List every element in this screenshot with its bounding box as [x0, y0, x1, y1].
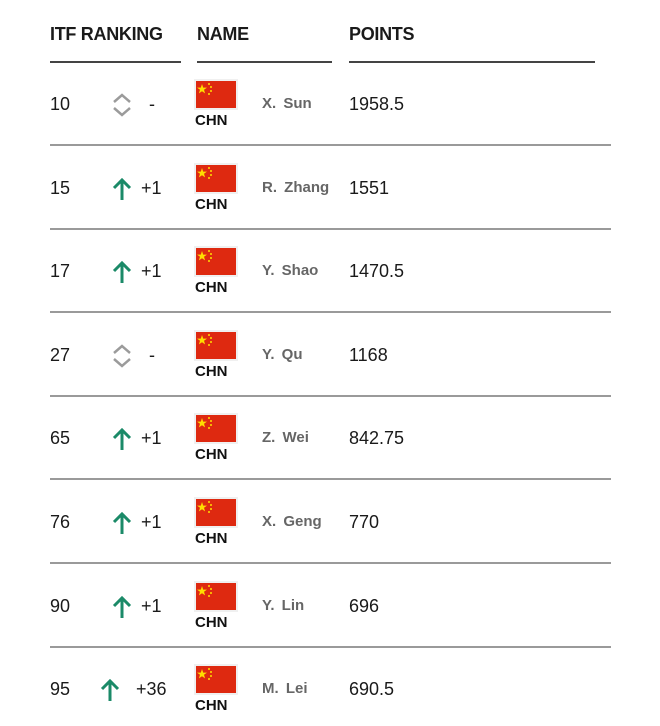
rank-change: +1: [141, 177, 162, 198]
header-itf-ranking[interactable]: ITF RANKING: [50, 24, 163, 44]
rank: 95: [50, 679, 71, 700]
arrow-up-icon: [110, 259, 134, 285]
rank: 90: [50, 595, 71, 616]
rank: 17: [50, 261, 71, 282]
header-name[interactable]: NAME: [197, 24, 249, 44]
china-flag-icon: [196, 331, 236, 359]
rank-change: +36: [136, 679, 167, 700]
row-divider: [50, 144, 611, 146]
rank: 65: [50, 428, 71, 449]
china-flag-icon: [196, 582, 236, 610]
table-row[interactable]: 15 +1 CHN R. Zhang 1551: [0, 146, 660, 230]
rank: 76: [50, 512, 71, 532]
arrow-up-icon: [110, 426, 134, 452]
country-code: CHN: [195, 279, 228, 297]
row-divider: [50, 645, 611, 648]
table-row[interactable]: 17 +1 CHN Y. Shao 1470.5: [0, 229, 660, 314]
points: 1551: [349, 177, 390, 198]
player-name[interactable]: X. Geng: [262, 513, 322, 530]
country-code: CHN: [195, 362, 228, 380]
points: 1168: [349, 344, 388, 365]
country-code: CHN: [195, 446, 228, 464]
rank-change: +1: [141, 261, 162, 282]
china-flag-icon: [196, 666, 236, 694]
china-flag-icon: [196, 81, 236, 108]
row-divider: [50, 478, 611, 481]
table-row[interactable]: 65 +1 CHN Z. Wei 842.75: [0, 396, 660, 481]
arrow-up-icon: [110, 510, 134, 536]
rank-change: -: [149, 94, 155, 114]
rank-change: -: [149, 344, 155, 365]
header-divider: [50, 61, 181, 63]
arrow-up-icon: [110, 176, 134, 202]
china-flag-icon: [196, 248, 236, 276]
rank-change: +1: [141, 512, 162, 532]
player-name[interactable]: Z. Wei: [262, 429, 309, 447]
table-row[interactable]: 27 - CHN Y. Qu 1168: [0, 313, 660, 397]
player-name[interactable]: Y. Shao: [262, 262, 319, 280]
rank: 27: [50, 344, 71, 365]
row-divider: [50, 227, 611, 230]
player-name[interactable]: M. Lei: [262, 680, 308, 698]
header-divider: [349, 61, 595, 63]
player-name[interactable]: X. Sun: [262, 95, 312, 112]
header-divider: [197, 61, 332, 63]
no-change-icon: [110, 343, 134, 369]
arrow-up-icon: [110, 594, 134, 620]
points: 770: [349, 512, 380, 532]
table-row[interactable]: 90 +1 CHN Y. Lin 696: [0, 564, 660, 648]
country-code: CHN: [195, 195, 228, 213]
china-flag-icon: [196, 415, 236, 443]
country-code: CHN: [195, 112, 228, 129]
rank: 15: [50, 177, 71, 198]
table-row[interactable]: 10 - CHN X. Sun 1958.5: [0, 62, 660, 146]
player-name[interactable]: Y. Qu: [262, 345, 303, 363]
table-row[interactable]: 95 +36 CHN M. Lei 690.5: [0, 647, 660, 726]
points: 1470.5: [349, 261, 405, 282]
arrow-up-icon: [98, 677, 122, 703]
table-row[interactable]: 76 +1 CHN X. Geng 770: [0, 480, 660, 564]
rank-change: +1: [141, 428, 162, 449]
country-code: CHN: [195, 613, 228, 631]
country-code: CHN: [195, 530, 228, 547]
player-name[interactable]: R. Zhang: [262, 178, 330, 196]
points: 696: [349, 595, 380, 616]
points: 842.75: [349, 428, 405, 449]
points: 690.5: [349, 679, 395, 700]
points: 1958.5: [349, 94, 405, 114]
row-divider: [50, 562, 611, 564]
row-divider: [50, 311, 611, 314]
country-code: CHN: [195, 697, 228, 715]
player-name[interactable]: Y. Lin: [262, 596, 305, 614]
rank: 10: [50, 94, 71, 114]
row-divider: [50, 394, 611, 397]
rank-change: +1: [141, 595, 162, 616]
header-points[interactable]: POINTS: [349, 24, 415, 44]
no-change-icon: [110, 92, 134, 118]
china-flag-icon: [196, 164, 236, 192]
china-flag-icon: [196, 499, 236, 526]
